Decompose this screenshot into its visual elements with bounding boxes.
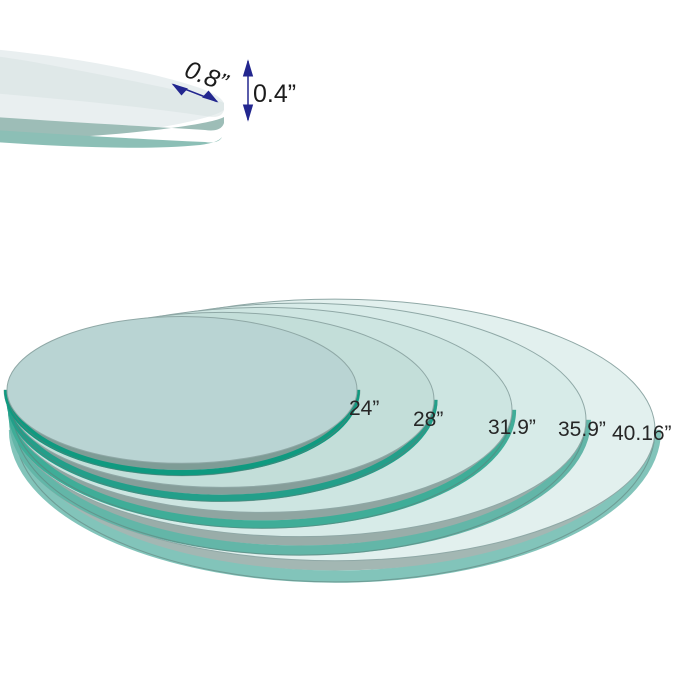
svg-text:24”: 24” <box>349 397 379 420</box>
svg-text:31.9”: 31.9” <box>488 416 536 439</box>
svg-text:40.16”: 40.16” <box>612 422 672 445</box>
svg-text:0.4”: 0.4” <box>253 80 296 108</box>
svg-text:35.9”: 35.9” <box>558 418 606 441</box>
svg-text:28”: 28” <box>413 408 443 431</box>
